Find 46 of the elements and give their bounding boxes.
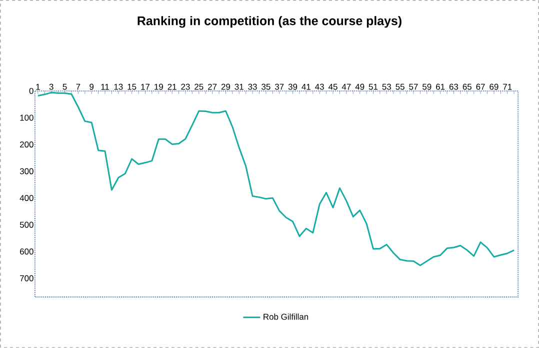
y-tick-label: 300	[20, 168, 34, 174]
x-tick-label: 33	[248, 84, 257, 90]
x-tick-label: 31	[234, 84, 244, 90]
x-tick-label: 21	[168, 84, 176, 90]
x-tick-label: 49	[355, 84, 364, 90]
x-tick-label: 55	[396, 84, 404, 90]
x-tick-label: 15	[128, 84, 136, 90]
chart-title: Ranking in competition (as the course plays)	[138, 16, 402, 28]
x-tick-label: 29	[221, 84, 230, 90]
y-tick-label: 700	[20, 275, 34, 282]
legend-label: Rob Gilfillan	[264, 314, 308, 320]
x-tick-label: 27	[208, 84, 217, 90]
x-tick-label: 35	[262, 84, 270, 90]
x-tick-label: 67	[476, 84, 485, 90]
x-tick-label: 47	[342, 84, 351, 90]
x-tick-label: 69	[490, 84, 498, 90]
y-tick-label: 500	[20, 222, 34, 228]
x-tick-label: 25	[194, 84, 204, 90]
x-tick-label: 13	[114, 84, 123, 90]
x-tick-label: 43	[315, 84, 324, 90]
x-tick-label: 41	[302, 84, 310, 90]
x-tick-label: 39	[288, 84, 298, 90]
x-tick-label: 37	[274, 84, 284, 90]
x-tick-label: 63	[449, 84, 458, 90]
x-tick-label: 53	[382, 84, 392, 90]
x-tick-label: 3	[49, 84, 54, 90]
x-tick-label: 11	[101, 84, 109, 90]
x-tick-label: 1	[36, 84, 40, 90]
x-tick-label: 9	[90, 84, 94, 90]
x-tick-label: 23	[181, 84, 190, 90]
x-tick-label: 51	[368, 84, 378, 90]
x-tick-label: 59	[422, 84, 432, 90]
x-tick-label: 7	[76, 84, 80, 90]
x-tick-label: 71	[503, 84, 512, 90]
y-tick-label: 400	[20, 195, 34, 202]
y-tick-label: 100	[20, 114, 34, 121]
x-tick-label: 61	[436, 84, 445, 90]
y-tick-label: 0	[29, 88, 34, 94]
x-tick-label: 19	[154, 84, 163, 90]
x-tick-label: 65	[462, 84, 472, 90]
x-tick-label: 57	[409, 84, 418, 90]
y-tick-label: 200	[20, 142, 34, 148]
x-tick-label: 17	[141, 84, 150, 90]
x-tick-label: 45	[328, 84, 338, 90]
y-tick-label: 600	[20, 248, 34, 255]
x-tick-label: 5	[62, 84, 67, 90]
